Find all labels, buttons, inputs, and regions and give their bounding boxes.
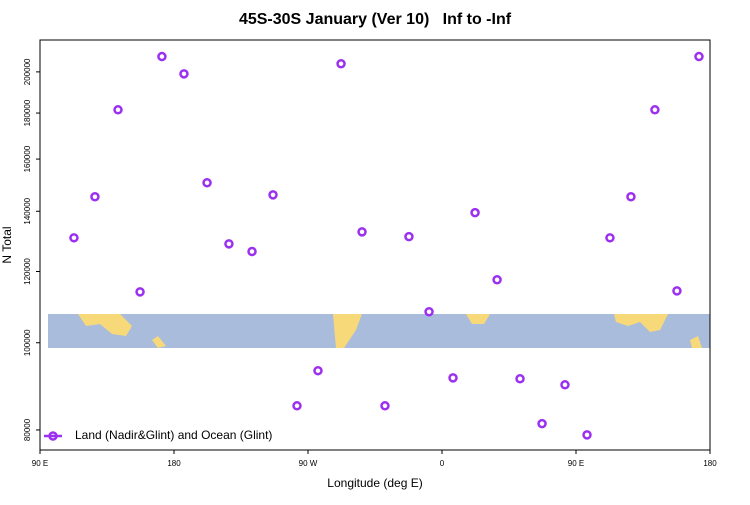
y-axis-label: N Total	[0, 226, 14, 263]
x-tick-label: 90 E	[32, 459, 48, 468]
data-point	[515, 374, 525, 384]
data-point	[404, 231, 414, 242]
x-tick-label: 180	[703, 459, 717, 468]
data-point	[268, 190, 278, 200]
data-point	[694, 51, 704, 62]
data-point	[113, 105, 123, 115]
data-point	[202, 177, 212, 188]
y-tick-label: 100000	[23, 329, 32, 356]
y-tick-label: 120000	[23, 258, 32, 285]
chart-title: 45S-30S January (Ver 10) Inf to -Inf	[239, 11, 512, 28]
data-point	[90, 191, 100, 202]
data-point	[313, 365, 323, 376]
data-point	[157, 51, 167, 62]
x-tick-label: 90 E	[568, 459, 584, 468]
data-point	[357, 227, 367, 237]
data-point	[69, 233, 79, 243]
data-point	[672, 286, 682, 296]
y-tick-label: 80000	[23, 418, 32, 441]
plot-frame	[39, 39, 711, 451]
data-point	[247, 246, 257, 257]
data-point	[224, 239, 234, 249]
y-tick-label: 140000	[23, 197, 32, 224]
legend-label: Land (Nadir&Glint) and Ocean (Glint)	[75, 428, 272, 442]
data-point	[470, 207, 480, 218]
data-point	[336, 59, 346, 69]
x-tick-label: 180	[167, 459, 181, 468]
data-point	[179, 69, 189, 79]
x-axis-label: Longitude (deg E)	[327, 476, 422, 490]
y-tick-label: 180000	[23, 99, 32, 126]
y-tick-label: 160000	[23, 145, 32, 172]
data-point	[424, 307, 434, 317]
data-point	[560, 380, 570, 390]
data-point	[650, 105, 660, 115]
y-tick-label: 200000	[23, 58, 32, 85]
data-point	[380, 401, 390, 411]
data-point	[292, 401, 302, 411]
map-band	[48, 314, 710, 348]
data-point	[135, 287, 145, 297]
x-tick-label: 0	[440, 459, 445, 468]
data-point	[605, 233, 615, 243]
x-tick-label: 90 W	[299, 459, 318, 468]
data-point	[626, 191, 636, 202]
data-point	[492, 274, 502, 285]
data-point	[448, 373, 458, 383]
data-point	[582, 430, 592, 440]
legend-marker	[48, 431, 58, 441]
data-point	[537, 418, 547, 429]
